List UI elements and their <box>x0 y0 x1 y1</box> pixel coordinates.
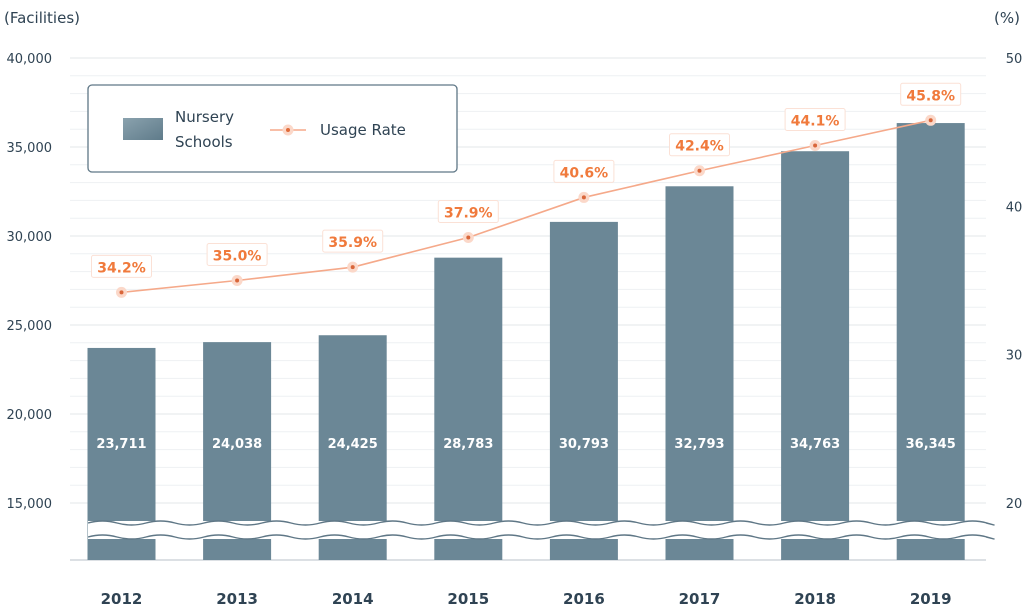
rate-marker <box>928 118 933 123</box>
bars <box>87 123 965 561</box>
year-label: 2017 <box>679 590 721 608</box>
rate-marker <box>581 195 586 200</box>
left-tick-label: 40,000 <box>7 52 53 67</box>
rate-label-box <box>669 133 730 157</box>
usage-rate-polyline <box>121 119 931 294</box>
rate-label-box <box>900 82 962 106</box>
year-label: 2019 <box>910 590 952 608</box>
left-tick-label: 15,000 <box>7 497 53 512</box>
rate-marker <box>119 290 124 295</box>
right-tick-label: 20 <box>1006 497 1023 512</box>
rate-label: 45.8% <box>906 88 955 104</box>
bar-value-label: 34,763 <box>790 437 840 452</box>
right-tick-label: 30 <box>1006 349 1023 364</box>
left-tick-label: 35,000 <box>7 141 53 156</box>
rate-label-box <box>553 159 615 183</box>
rate-label: 40.6% <box>560 165 609 181</box>
year-label: 2012 <box>101 590 143 608</box>
bar-value-label: 36,345 <box>906 437 956 452</box>
year-label: 2014 <box>332 590 374 608</box>
rate-label: 34.2% <box>97 260 146 276</box>
year-label: 2015 <box>447 590 489 608</box>
bar-value-label: 24,425 <box>328 437 378 452</box>
bar <box>781 151 850 560</box>
legend: Nursery Schools Usage Rate <box>87 84 458 173</box>
rate-label: 44.1% <box>791 114 840 130</box>
legend-line-marker <box>286 128 290 132</box>
bar <box>896 123 965 561</box>
year-label: 2013 <box>216 590 258 608</box>
left-axis-unit: (Facilities) <box>4 9 80 27</box>
bar-value-label: 32,793 <box>674 437 724 452</box>
rate-marker <box>813 143 818 148</box>
bar-value-label: 23,711 <box>96 437 146 452</box>
year-label: 2018 <box>794 590 836 608</box>
bar <box>434 257 503 560</box>
rate-marker <box>350 265 355 270</box>
legend-bar-label-line1: Nursery <box>175 108 234 126</box>
left-tick-label: 25,000 <box>7 319 53 334</box>
rate-label: 35.0% <box>213 249 262 265</box>
legend-bar-swatch <box>123 118 163 140</box>
left-tick-label: 30,000 <box>7 230 53 245</box>
year-label: 2016 <box>563 590 605 608</box>
rate-marker <box>466 235 471 240</box>
bar-value-label: 24,038 <box>212 437 262 452</box>
legend-bar-label-line2: Schools <box>175 133 233 151</box>
rate-label-box <box>206 243 268 266</box>
legend-line-label: Usage Rate <box>320 121 406 139</box>
left-tick-label: 20,000 <box>7 408 53 423</box>
labels: 15,000 20,000 25,000 30,000 35,000 40,000 20 30… <box>7 52 1023 608</box>
axis-break <box>87 520 995 540</box>
rate-label-box <box>322 229 384 253</box>
axis-break-wave-top <box>87 520 995 526</box>
rate-label-box <box>437 199 499 223</box>
rate-label: 42.4% <box>675 139 724 155</box>
right-tick-label: 50 <box>1006 52 1023 67</box>
rate-label: 37.9% <box>444 205 493 221</box>
rate-label: 35.9% <box>328 235 377 251</box>
legend-box <box>87 84 458 173</box>
axis-break-wave-bottom <box>87 534 995 540</box>
bar <box>665 186 734 560</box>
rate-label-box <box>784 108 846 132</box>
axis-break-gap <box>88 521 986 539</box>
usage-rate-line <box>116 114 937 298</box>
rate-marker <box>697 168 702 173</box>
bar-value-label: 28,783 <box>443 437 493 452</box>
rate-marker <box>235 278 240 283</box>
bar-value-label: 30,793 <box>559 437 609 452</box>
right-tick-label: 40 <box>1006 200 1023 215</box>
bar <box>549 221 618 561</box>
right-axis-unit: (%) <box>994 9 1020 27</box>
rate-label-box <box>91 254 152 278</box>
